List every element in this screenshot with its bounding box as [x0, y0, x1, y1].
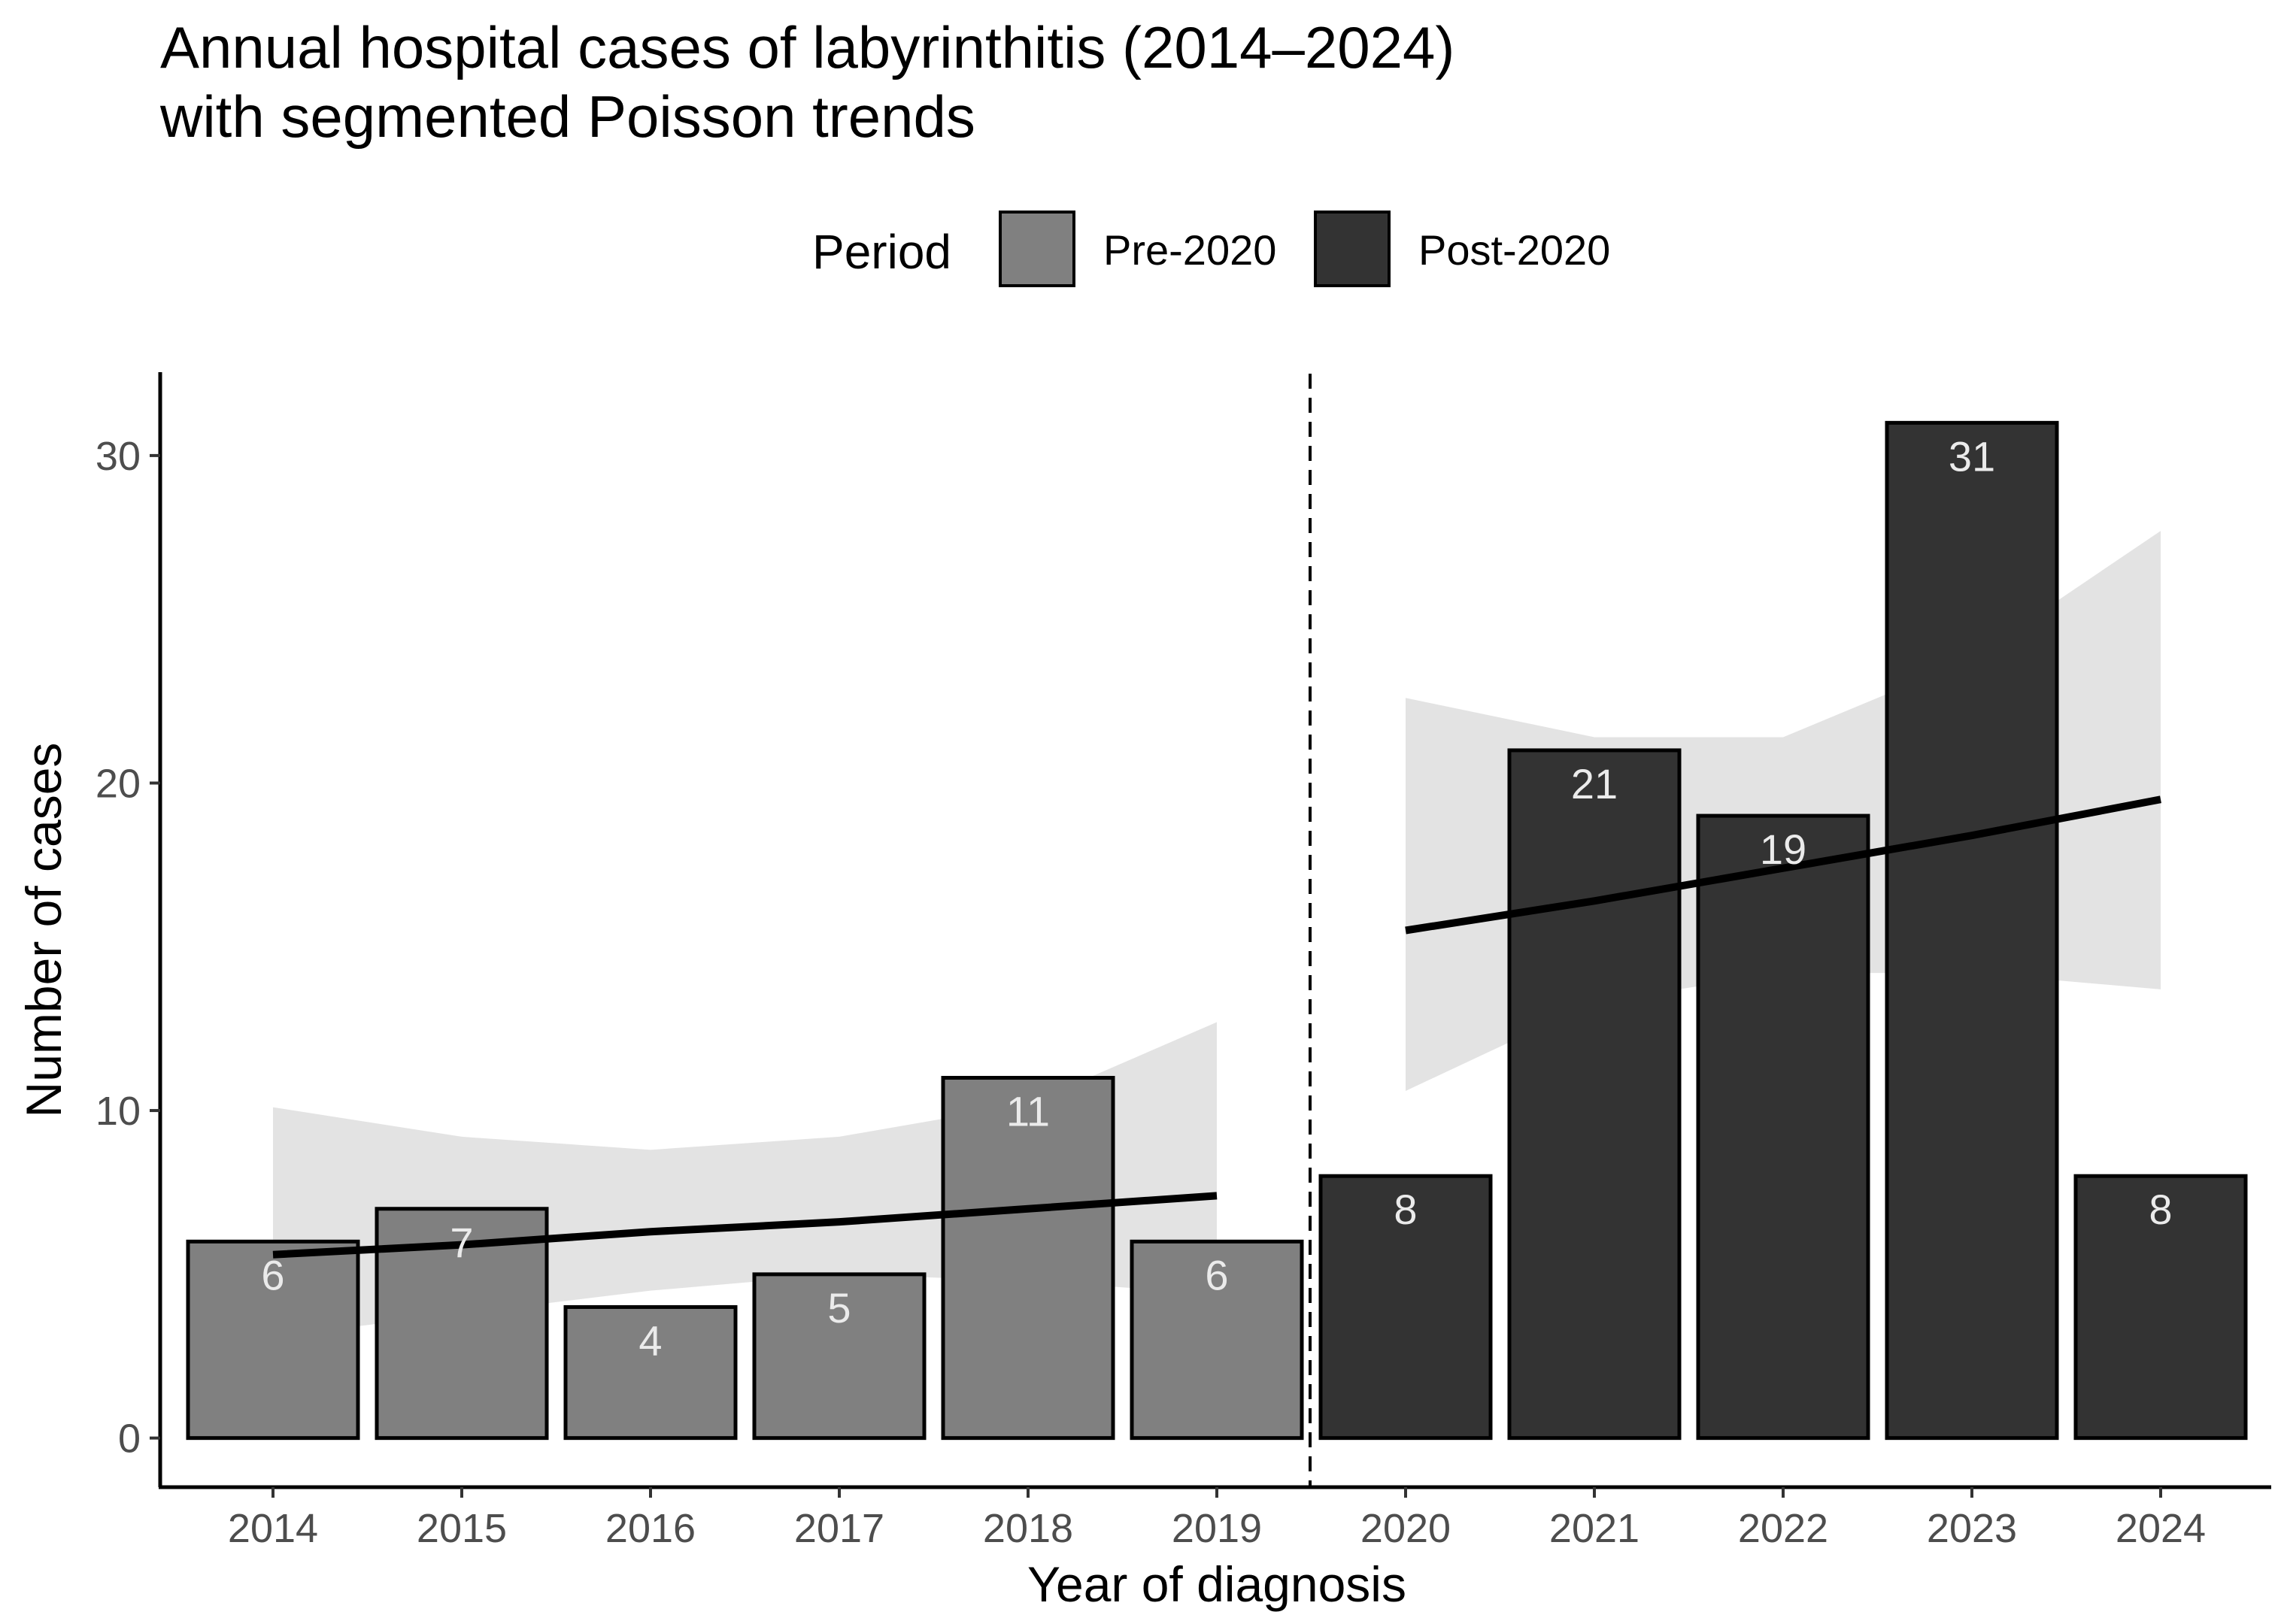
x-tick-label-2015: 2015 [417, 1506, 507, 1551]
bar-label-2020: 8 [1394, 1186, 1417, 1233]
bar-label-2018: 11 [1006, 1088, 1050, 1135]
bar-2024 [2073, 1174, 2248, 1441]
y-tick-label-30: 30 [96, 434, 141, 479]
x-tick-label-2018: 2018 [983, 1506, 1073, 1551]
bar-2022 [1696, 814, 1870, 1441]
bar-2016 [563, 1304, 738, 1441]
bar-2014 [186, 1239, 360, 1441]
y-tick-label-10: 10 [96, 1089, 141, 1134]
x-tick-label-2019: 2019 [1172, 1506, 1262, 1551]
bar-2018 [941, 1076, 1115, 1441]
chart-title-line-1: Annual hospital cases of labyrinthitis (… [160, 14, 1454, 80]
bar-value-labels: 6 7 4 5 11 6 8 21 19 31 8 [261, 432, 2172, 1364]
x-tick-label-2022: 2022 [1738, 1506, 1828, 1551]
legend-label-post-2020: Post-2020 [1418, 226, 1610, 274]
legend: Period Pre-2020 Post-2020 [812, 211, 1610, 287]
x-tick-label-2021: 2021 [1549, 1506, 1639, 1551]
bar-label-2015: 7 [450, 1219, 473, 1266]
bar-label-2019: 6 [1205, 1251, 1228, 1298]
trend-line-post-2020 [1405, 795, 2161, 935]
bar-2017 [752, 1272, 927, 1441]
y-axis-ticks: 0 10 20 30 [96, 434, 160, 1462]
y-tick-label-20: 20 [96, 761, 141, 806]
chart-title-line-2: with segmented Poisson trends [159, 83, 975, 150]
confidence-bands [273, 531, 2161, 1337]
bar-label-2023: 31 [1949, 432, 1995, 480]
bar-label-2017: 5 [827, 1284, 851, 1332]
x-tick-label-2016: 2016 [605, 1506, 696, 1551]
trend-lines [272, 795, 2161, 1259]
legend-title: Period [812, 225, 951, 279]
x-tick-label-2017: 2017 [794, 1506, 884, 1551]
bar-label-2024: 8 [2149, 1186, 2172, 1233]
bar-2020 [1318, 1174, 1493, 1441]
legend-label-pre-2020: Pre-2020 [1103, 226, 1276, 274]
trend-line-pre-2020 [272, 1192, 1218, 1259]
bar-label-2014: 6 [261, 1251, 284, 1298]
x-tick-label-2014: 2014 [228, 1506, 318, 1551]
x-tick-label-2024: 2024 [2116, 1506, 2206, 1551]
x-axis-title: Year of diagnosis [1027, 1556, 1406, 1612]
bars [186, 420, 2248, 1441]
bar-2023 [1885, 420, 2059, 1441]
bar-label-2016: 4 [638, 1316, 662, 1364]
x-tick-label-2020: 2020 [1360, 1506, 1451, 1551]
x-tick-label-2023: 2023 [1927, 1506, 2017, 1551]
bar-2021 [1507, 748, 1682, 1441]
bar-label-2021: 21 [1571, 760, 1618, 807]
legend-key-post-2020 [1314, 211, 1391, 287]
y-tick-label-0: 0 [118, 1416, 141, 1462]
x-axis-ticks: 2014 2015 2016 2017 2018 2019 2020 2021 2022 2023… [228, 1487, 2206, 1551]
bar-2019 [1130, 1239, 1304, 1441]
bar-label-2022: 19 [1760, 826, 1806, 873]
legend-key-pre-2020 [999, 211, 1075, 287]
y-axis-title: Number of cases [16, 743, 71, 1118]
